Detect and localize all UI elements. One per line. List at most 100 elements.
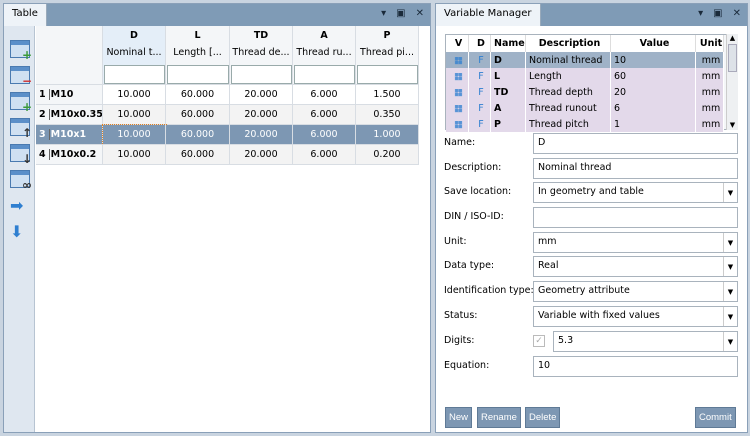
tab-variable-manager[interactable]: Variable Manager: [436, 4, 541, 26]
variable-row[interactable]: ▦ F L Length 60 mm: [446, 68, 724, 84]
table-cell[interactable]: 1.500: [356, 85, 419, 105]
table-cell[interactable]: 6.000: [293, 105, 356, 125]
filter-input-td[interactable]: [231, 65, 292, 84]
row-header[interactable]: 2 M10x0.35: [36, 105, 103, 125]
variable-row[interactable]: ▦ F A Thread runout 6 mm: [446, 100, 724, 116]
move-up-icon[interactable]: ↑: [10, 118, 32, 140]
variable-row[interactable]: ▦ F D Nominal thread 10 mm: [446, 52, 724, 68]
table-cell[interactable]: 60.000: [166, 125, 230, 145]
chevron-down-icon[interactable]: ▼: [723, 282, 737, 301]
column-key: P: [383, 30, 391, 41]
din-label: DIN / ISO-ID:: [444, 211, 504, 222]
new-button[interactable]: New: [445, 407, 473, 428]
close-icon[interactable]: ✕: [415, 8, 424, 19]
filter-input-a[interactable]: [294, 65, 355, 84]
unit-dropdown[interactable]: mm ▼: [533, 232, 738, 253]
chevron-down-icon[interactable]: ▼: [723, 257, 737, 276]
digits-checkbox[interactable]: ✓: [533, 335, 545, 347]
table-cell[interactable]: 10.000: [103, 85, 166, 105]
table-cell[interactable]: 0.200: [356, 145, 419, 165]
table-cell[interactable]: 6.000: [293, 145, 356, 165]
desc-input[interactable]: Nominal thread: [533, 158, 738, 179]
table-cell[interactable]: 60.000: [166, 145, 230, 165]
vt-v-icon: ▦: [446, 68, 469, 84]
row-name: M10: [48, 89, 74, 100]
table-cell[interactable]: 10.000: [102, 124, 167, 146]
variable-description: Thread depth: [526, 84, 611, 100]
table-cell[interactable]: 1.000: [356, 125, 419, 145]
rename-button[interactable]: Rename: [477, 407, 521, 428]
row-header[interactable]: 3 M10x1: [36, 125, 103, 145]
table-cell[interactable]: 20.000: [230, 85, 293, 105]
delete-button[interactable]: Delete: [525, 407, 561, 428]
row-number: 3: [39, 129, 46, 140]
digits-dropdown[interactable]: 5.3 ▼: [553, 331, 738, 352]
commit-button[interactable]: Commit: [695, 407, 736, 428]
vt-header-name[interactable]: Name: [491, 35, 526, 52]
row-name: M10x1: [48, 129, 87, 140]
vt-v-icon: ▦: [446, 84, 469, 100]
table-cell[interactable]: 60.000: [166, 85, 230, 105]
row-number: 4: [39, 149, 46, 160]
digits-label: Digits:: [444, 335, 475, 346]
vt-header-value[interactable]: Value: [611, 35, 696, 52]
chevron-down-icon[interactable]: ▼: [723, 332, 737, 351]
variable-name: D: [491, 52, 526, 68]
desc-label: Description:: [444, 162, 502, 173]
name-input[interactable]: D: [533, 133, 738, 154]
variable-row[interactable]: ▦ F TD Thread depth 20 mm: [446, 84, 724, 100]
eq-input[interactable]: 10: [533, 356, 738, 377]
table-cell[interactable]: 0.350: [356, 105, 419, 125]
row-header[interactable]: 1 M10: [36, 85, 103, 105]
delete-row-icon[interactable]: −: [10, 66, 32, 88]
tab-table[interactable]: Table: [4, 4, 47, 26]
table-cell[interactable]: 6.000: [293, 125, 356, 145]
variable-row[interactable]: ▦ F P Thread pitch 1 mm: [446, 116, 724, 132]
row-header[interactable]: 4 M10x0.2: [36, 145, 103, 165]
variable-value: 10: [611, 52, 696, 68]
variable-table-scrollbar[interactable]: ▲ ▼: [726, 34, 738, 130]
vt-v-icon: ▦: [446, 52, 469, 68]
close-icon[interactable]: ✕: [732, 8, 741, 19]
variable-unit: mm: [696, 116, 724, 132]
save-dropdown[interactable]: In geometry and table ▼: [533, 182, 738, 203]
filter-input-p[interactable]: [357, 65, 418, 84]
table-cell[interactable]: 20.000: [230, 125, 293, 145]
status-label: Status:: [444, 310, 478, 321]
filter-input-l[interactable]: [167, 65, 229, 84]
dropdown-icon[interactable]: ▾: [381, 8, 387, 19]
table-cell[interactable]: 60.000: [166, 105, 230, 125]
table-cell[interactable]: 10.000: [103, 145, 166, 165]
table-toolbar: + − + ↑ ↓ ∞ ➡ ⬇: [4, 26, 35, 432]
vt-header-unit[interactable]: Unit: [696, 35, 724, 52]
table-panel: Table ▾ ▣ ✕ + − + ↑ ↓ ∞ ➡ ⬇ D Nominal t... L Length …: [3, 3, 431, 433]
add-column-icon[interactable]: +: [10, 92, 32, 114]
variable-value: 20: [611, 84, 696, 100]
preview-icon[interactable]: ∞: [10, 170, 32, 192]
arrow-down-icon[interactable]: ⬇: [10, 222, 24, 241]
table-cell[interactable]: 6.000: [293, 85, 356, 105]
vt-header-d[interactable]: D: [469, 35, 491, 52]
status-dropdown[interactable]: Variable with fixed values ▼: [533, 306, 738, 327]
arrow-right-icon[interactable]: ➡: [10, 196, 24, 215]
dropdown-icon[interactable]: ▾: [698, 8, 704, 19]
variable-unit: mm: [696, 84, 724, 100]
vt-header-description[interactable]: Description: [526, 35, 611, 52]
vt-header-v[interactable]: V: [446, 35, 469, 52]
din-input[interactable]: [533, 207, 738, 228]
variable-description: Thread pitch: [526, 116, 611, 132]
chevron-down-icon[interactable]: ▼: [723, 233, 737, 252]
chevron-down-icon[interactable]: ▼: [723, 307, 737, 326]
maximize-icon[interactable]: ▣: [713, 8, 723, 19]
ident-dropdown[interactable]: Geometry attribute ▼: [533, 281, 738, 302]
move-down-icon[interactable]: ↓: [10, 144, 32, 166]
add-row-icon[interactable]: +: [10, 40, 32, 62]
maximize-icon[interactable]: ▣: [396, 8, 406, 19]
type-dropdown[interactable]: Real ▼: [533, 256, 738, 277]
variable-name: A: [491, 100, 526, 116]
table-cell[interactable]: 10.000: [103, 105, 166, 125]
chevron-down-icon[interactable]: ▼: [723, 183, 737, 202]
table-cell[interactable]: 20.000: [230, 145, 293, 165]
filter-input-d[interactable]: [104, 65, 165, 84]
table-cell[interactable]: 20.000: [230, 105, 293, 125]
